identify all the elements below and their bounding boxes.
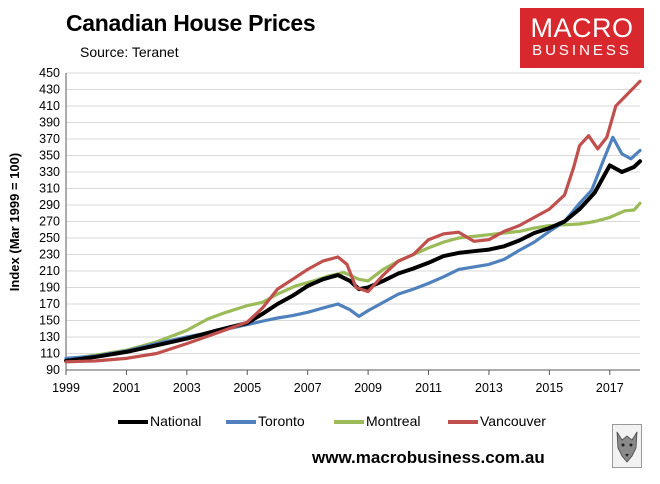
chart-title: Canadian House Prices	[66, 10, 316, 36]
axes: 90 110 130 150 170 190 210 230 250 270 290 310 330 35…	[39, 66, 640, 395]
series-group	[64, 79, 642, 364]
x-tick-label-1999: 1999	[52, 381, 80, 395]
legend-swatch-national	[118, 420, 148, 424]
y-tick-label-90: 90	[46, 363, 60, 377]
footer-url: www.macrobusiness.com.au	[312, 448, 545, 467]
y-axis-label: Index (Mar 1999 = 100)	[7, 153, 22, 291]
series-line-toronto	[64, 135, 642, 360]
x-tick-label-2013: 2013	[475, 381, 503, 395]
legend-label-vancouver: Vancouver	[480, 413, 546, 429]
legend: National Toronto Montreal Vancouver	[118, 412, 588, 432]
legend-label-montreal: Montreal	[366, 413, 421, 429]
logo-line-2: BUSINESS	[532, 42, 632, 59]
x-tick-label-2001: 2001	[113, 381, 141, 395]
chart-subtitle: Source: Teranet	[80, 44, 179, 60]
series-line-national	[64, 159, 642, 363]
y-tick-label-190: 190	[39, 281, 60, 295]
y-tick-label-450: 450	[39, 66, 60, 80]
y-tick-label-370: 370	[39, 132, 60, 146]
y-tick-label-150: 150	[39, 314, 60, 328]
x-tick-label-2003: 2003	[173, 381, 201, 395]
y-tick-label-170: 170	[39, 297, 60, 311]
series-line-vancouver	[64, 79, 642, 364]
y-tick-label-390: 390	[39, 116, 60, 130]
legend-swatch-montreal	[334, 420, 364, 424]
x-tick-label-2015: 2015	[535, 381, 563, 395]
y-tick-label-130: 130	[39, 330, 60, 344]
logo-line-1: MACRO	[530, 13, 634, 43]
x-tick-label-2009: 2009	[354, 381, 382, 395]
legend-label-national: National	[150, 413, 202, 429]
legend-swatch-vancouver	[448, 420, 478, 424]
x-tick-label-2017: 2017	[596, 381, 624, 395]
y-tick-label-230: 230	[39, 248, 60, 262]
y-tick-label-270: 270	[39, 215, 60, 229]
y-tick-label-430: 430	[39, 83, 60, 97]
y-tick-label-310: 310	[39, 182, 60, 196]
y-tick-label-110: 110	[40, 347, 60, 361]
legend-swatch-toronto	[226, 420, 256, 424]
y-tick-label-410: 410	[39, 99, 60, 113]
y-tick-label-350: 350	[39, 149, 60, 163]
y-tick-label-210: 210	[39, 264, 60, 278]
y-tick-label-290: 290	[39, 198, 60, 212]
x-tick-label-2005: 2005	[233, 381, 261, 395]
y-tick-label-250: 250	[39, 231, 60, 245]
gridlines	[66, 72, 640, 371]
x-tick-label-2007: 2007	[294, 381, 322, 395]
wolf-icon	[612, 424, 642, 468]
macrobusiness-logo: MACRO BUSINESS	[520, 8, 644, 68]
x-tick-label-2011: 2011	[415, 381, 442, 395]
legend-label-toronto: Toronto	[258, 413, 305, 429]
y-tick-label-330: 330	[39, 165, 60, 179]
